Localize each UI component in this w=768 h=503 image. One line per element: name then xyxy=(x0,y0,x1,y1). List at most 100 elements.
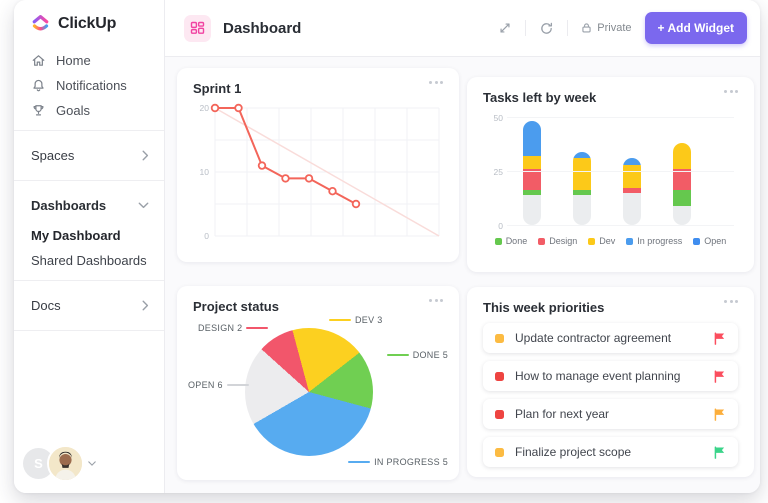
dashboard-content: Sprint 1 20 10 0 Tasks left by week 50 25 0 … xyxy=(165,57,760,493)
bar-segment xyxy=(673,142,691,169)
task-text: How to manage event planning xyxy=(515,369,681,383)
label-connector xyxy=(246,327,269,329)
divider xyxy=(567,20,569,36)
add-widget-button[interactable]: + Add Widget xyxy=(644,12,747,44)
sidebar-section-dashboards[interactable]: Dashboards xyxy=(14,188,164,223)
priority-row[interactable]: How to manage event planning xyxy=(483,361,738,391)
bar-segment xyxy=(623,192,641,225)
trophy-icon xyxy=(31,103,46,118)
expand-icon[interactable] xyxy=(498,21,512,35)
status-dot xyxy=(495,371,504,381)
sidebar-item-notifications[interactable]: Notifications xyxy=(14,73,164,98)
divider xyxy=(14,130,164,131)
task-text: Finalize project scope xyxy=(515,445,632,459)
widget-menu-icon[interactable] xyxy=(426,78,446,87)
flag-icon[interactable] xyxy=(713,408,726,421)
bar-segment xyxy=(523,168,541,191)
sidebar-section-spaces[interactable]: Spaces xyxy=(14,138,164,173)
chevron-down-icon[interactable] xyxy=(88,461,96,466)
y-axis-tick: 25 xyxy=(493,167,503,177)
sprint-widget: Sprint 1 20 10 0 xyxy=(177,68,459,262)
legend-item: Dev xyxy=(588,236,615,246)
chevron-right-icon xyxy=(142,300,149,311)
task-text: Plan for next year xyxy=(515,407,610,421)
flag-icon[interactable] xyxy=(713,446,726,459)
bar-segment xyxy=(623,158,641,165)
header: Dashboard Private + Add Widget xyxy=(165,0,760,57)
dashboards-label: Dashboards xyxy=(31,198,107,213)
pie-label: DEV 3 xyxy=(329,315,383,325)
pie-label: OPEN 6 xyxy=(188,380,249,390)
widget-title: This week priorities xyxy=(483,300,605,315)
stacked-bar xyxy=(523,121,541,225)
project-status-widget: Project status DEV 3 DONE 5 IN PROGRESS 5 O… xyxy=(177,286,459,480)
widget-menu-icon[interactable] xyxy=(426,296,446,305)
stacked-bar xyxy=(573,151,591,225)
pie-label: DESIGN 2 xyxy=(198,323,269,333)
home-icon xyxy=(31,53,46,68)
widget-menu-icon[interactable] xyxy=(721,297,741,306)
priority-row[interactable]: Finalize project scope xyxy=(483,437,738,467)
line-point xyxy=(328,186,337,196)
user-avatars[interactable]: S xyxy=(23,445,96,482)
y-axis-tick: 50 xyxy=(493,113,503,123)
bar-segment xyxy=(573,158,591,191)
privacy-label: Private xyxy=(597,22,632,34)
svg-text:0: 0 xyxy=(204,231,209,241)
refresh-icon[interactable] xyxy=(539,21,554,36)
sidebar-item-label: Goals xyxy=(56,103,90,118)
docs-label: Docs xyxy=(31,298,61,313)
bar-segment xyxy=(573,194,591,225)
sidebar-item-home[interactable]: Home xyxy=(14,48,164,73)
divider xyxy=(14,180,164,181)
pie-chart: DEV 3 DONE 5 IN PROGRESS 5 OPEN 6 DESIGN 2 xyxy=(188,315,448,467)
priorities-widget: This week priorities Update contractor a… xyxy=(467,287,754,477)
clickup-logo[interactable]: ClickUp xyxy=(14,0,164,44)
bar-segment xyxy=(523,194,541,225)
sidebar-item-shared-dashboards[interactable]: Shared Dashboards xyxy=(31,253,147,268)
bar-segment xyxy=(673,168,691,191)
bell-icon xyxy=(31,78,46,93)
bar-segment xyxy=(523,121,541,156)
sidebar-section-docs[interactable]: Docs xyxy=(14,288,164,323)
priority-row[interactable]: Plan for next year xyxy=(483,399,738,429)
pie-graphic xyxy=(245,328,373,456)
divider xyxy=(525,20,527,36)
line-point xyxy=(234,103,243,113)
bar-segment xyxy=(623,188,641,193)
privacy-toggle[interactable]: Private xyxy=(581,22,632,34)
lock-icon xyxy=(582,23,591,33)
priority-row[interactable]: Update contractor agreement xyxy=(483,323,738,353)
sidebar-item-my-dashboard[interactable]: My Dashboard xyxy=(31,228,121,243)
sidebar-item-label: Home xyxy=(56,53,91,68)
spaces-label: Spaces xyxy=(31,148,75,163)
user-photo xyxy=(49,447,82,480)
label-connector xyxy=(329,319,351,321)
legend-swatch xyxy=(494,237,502,245)
legend-item: Open xyxy=(693,236,726,246)
sidebar: ClickUp Home Notifications xyxy=(14,0,165,493)
user-avatar[interactable] xyxy=(47,445,84,482)
tasks-left-widget: Tasks left by week 50 25 0 Done Design Dev In… xyxy=(467,77,754,272)
task-text: Update contractor agreement xyxy=(515,331,672,345)
stacked-bar-chart: 50 25 0 xyxy=(494,113,734,231)
line-point xyxy=(281,174,290,183)
flag-icon[interactable] xyxy=(713,370,726,383)
label-connector xyxy=(386,354,409,356)
label-connector xyxy=(348,461,371,463)
sidebar-item-goals[interactable]: Goals xyxy=(14,98,164,123)
legend-swatch xyxy=(538,237,546,245)
chevron-right-icon xyxy=(142,150,149,161)
svg-text:20: 20 xyxy=(200,103,210,113)
flag-icon[interactable] xyxy=(713,332,726,345)
bar-segment xyxy=(523,155,541,169)
line-point xyxy=(210,103,220,113)
status-dot xyxy=(495,447,504,457)
line-point xyxy=(304,174,314,183)
line-point xyxy=(351,199,361,209)
widget-menu-icon[interactable] xyxy=(721,87,741,96)
legend-swatch xyxy=(588,237,596,245)
widget-title: Project status xyxy=(193,299,279,314)
stacked-bar xyxy=(673,142,691,225)
chevron-down-icon xyxy=(138,202,149,209)
